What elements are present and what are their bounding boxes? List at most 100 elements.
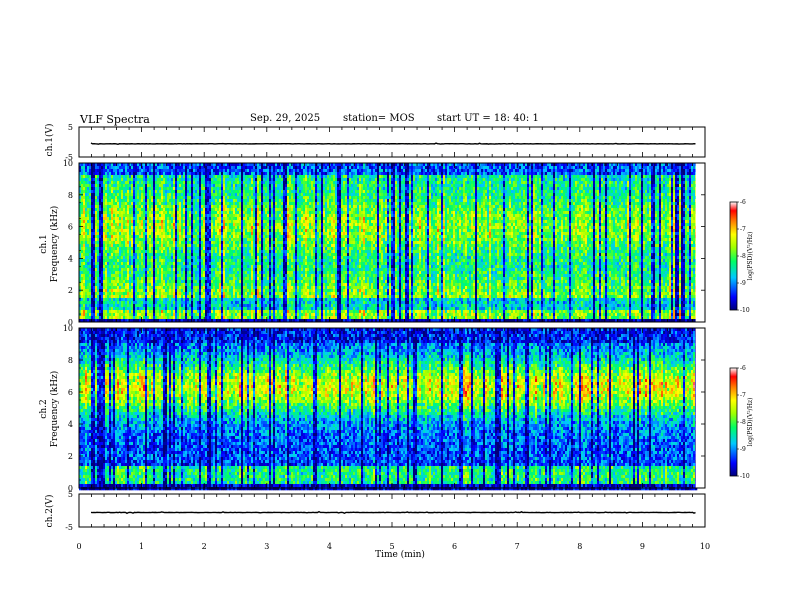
sp1-cell [117,289,119,292]
sp1-cell [111,295,113,298]
sp1-cell [119,211,121,214]
sp1-cell [83,178,85,181]
sp1-cell [83,226,85,229]
sp1-cell [115,286,117,289]
sp1-cell [103,283,105,286]
sp1-cell [99,277,101,280]
sp1-cell [115,295,117,298]
sp1-cell [99,256,101,259]
sp1-cell [95,235,97,238]
sp1-cell [95,274,97,277]
sp1-cell [89,166,91,169]
sp1-cell [125,235,127,238]
sp1-cell [121,190,123,193]
sp1-cell [123,244,125,247]
sp1-cell [111,274,113,277]
sp1-cell [113,295,115,298]
sp1-cell [117,277,119,280]
sp1-cell [113,205,115,208]
sp1-cell [115,247,117,250]
sp1-cell [93,256,95,259]
sp1-cell [109,289,111,292]
sp1-cell [91,208,93,211]
sp1-cell [89,313,91,316]
sp1-cell [117,295,119,298]
sp1-cell [95,265,97,268]
sp1-cell [123,292,125,295]
sp1-cell [101,304,103,307]
sp1-cell [123,178,125,181]
sp1-cell [123,241,125,244]
sp1-cell [103,307,105,310]
sp1-cell [113,172,115,175]
sp1-cell [93,223,95,226]
sp1-cell [85,295,87,298]
sp1-cell [99,280,101,283]
sp1-cell [97,277,99,280]
sp1-cell [121,244,123,247]
sp1-cell [125,259,127,262]
sp1-cell [83,172,85,175]
sp1-cell [109,313,111,316]
sp1-cell [115,262,117,265]
sp1-cell [85,274,87,277]
sp1-cell [95,175,97,178]
sp1-cell [99,244,101,247]
sp1-cell [127,223,129,226]
sp1-cell [103,172,105,175]
sp1-cell [101,181,103,184]
sp1-cell [101,196,103,199]
sp1-cell [81,310,83,313]
sp1-cell [115,259,117,262]
sp1-cell [115,313,117,316]
sp1-cell [111,316,113,319]
sp1-cell [83,292,85,295]
sp1-cell [87,193,89,196]
sp1-cell [85,196,87,199]
sp1-cell [125,229,127,232]
sp1-cell [113,271,115,274]
sp1-cell [121,262,123,265]
sp1-cell [125,214,127,217]
sp1-cell [107,253,109,256]
sp1-cell [93,298,95,301]
sp1-cell [105,214,107,217]
sp1-cell [109,316,111,319]
sp1-cell [83,169,85,172]
sp1-cell [127,166,129,169]
sp1-cell [103,253,105,256]
sp1-cell [91,226,93,229]
sp1-cell [111,238,113,241]
sp1-cell [123,208,125,211]
sp1-cell [111,304,113,307]
sp1-cell [83,301,85,304]
sp1-cell [107,259,109,262]
sp1-cell [81,223,83,226]
sp1-cell [119,298,121,301]
sp1-cell [85,256,87,259]
sp1-cell [117,175,119,178]
sp1-cell [89,244,91,247]
sp1-cell [107,238,109,241]
sp1-cell [91,268,93,271]
sp1-cell [97,310,99,313]
sp1-cell [113,244,115,247]
sp1-cell [121,178,123,181]
sp1-cell [101,229,103,232]
sp1-cell [117,301,119,304]
sp1-cell [103,244,105,247]
sp1-cell [83,298,85,301]
sp1-cell [81,301,83,304]
sp1-cell [119,277,121,280]
sp1-cell [85,283,87,286]
sp1-cell [127,232,129,235]
sp1-cell [115,253,117,256]
sp1-cell [121,220,123,223]
sp1-cell [87,259,89,262]
sp1-cell [123,235,125,238]
sp1-cell [83,253,85,256]
sp1-cell [107,256,109,259]
sp1-cell [93,229,95,232]
sp1-cell [113,166,115,169]
sp1-cell [121,304,123,307]
